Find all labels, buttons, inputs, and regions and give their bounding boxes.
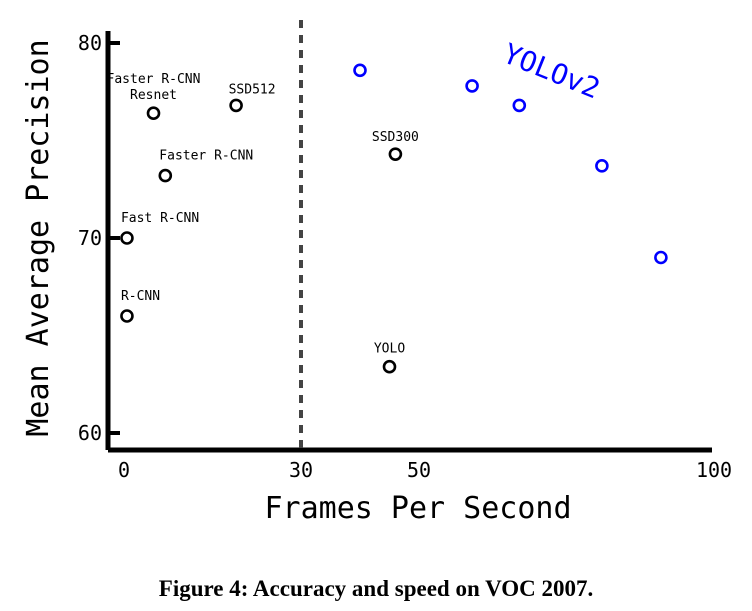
- point-label-line: SSD512: [229, 82, 276, 97]
- point-label: R-CNN: [121, 289, 160, 304]
- axes: 60 70 80 0 30 50 100: [78, 20, 732, 482]
- point-label-line: Resnet: [130, 88, 177, 103]
- data-point-other-6: [382, 359, 397, 374]
- x-tick-label: 50: [407, 458, 431, 482]
- data-point-other-1: [120, 231, 134, 245]
- y-tick-label: 60: [78, 421, 102, 445]
- point-label-line: R-CNN: [121, 289, 160, 304]
- data-point-yolov2-2: [512, 98, 527, 113]
- series-label-yolov2: YOLOv2: [498, 37, 604, 105]
- point-label: SSD300: [372, 130, 419, 145]
- scatter-chart: 60 70 80 0 30 50 100 R-CNN Fast R-CNN Faster R-C…: [21, 20, 732, 526]
- x-tick-label: 0: [118, 458, 130, 482]
- y-axis-title: Mean Average Precision: [21, 39, 56, 436]
- data-point-yolov2-0: [353, 63, 367, 78]
- figure-caption: Figure 4: Accuracy and speed on VOC 2007…: [0, 576, 752, 602]
- data-point-other-0: [120, 309, 134, 323]
- point-label-line: Faster R-CNN: [159, 149, 253, 164]
- data-point-other-3: [146, 106, 161, 120]
- point-label-line: Faster R-CNN: [107, 72, 201, 87]
- data-point-other-4: [229, 98, 243, 113]
- caption-label: Figure 4:: [158, 576, 249, 601]
- x-tick-label: 30: [289, 458, 313, 482]
- data-point-yolov2-4: [654, 250, 668, 265]
- caption-text: Accuracy and speed on VOC 2007.: [252, 576, 594, 601]
- point-label-line: SSD300: [372, 130, 419, 145]
- point-label: Fast R-CNN: [121, 211, 199, 226]
- point-label-line: YOLO: [374, 342, 405, 357]
- x-tick-label: 100: [696, 458, 732, 482]
- data-point-other-5: [388, 147, 403, 161]
- y-tick-label: 80: [78, 31, 102, 55]
- point-label: Faster R-CNN: [159, 149, 253, 164]
- data-point-yolov2-3: [595, 159, 609, 173]
- point-label-line: Fast R-CNN: [121, 211, 199, 226]
- x-axis-title: Frames Per Second: [264, 491, 571, 526]
- point-label: YOLO: [374, 342, 405, 357]
- data-point-other-2: [158, 168, 173, 183]
- y-tick-label: 70: [78, 226, 102, 250]
- data-point-yolov2-1: [465, 79, 479, 93]
- point-label: SSD512: [229, 82, 276, 97]
- point-label: Faster R-CNN Resnet: [107, 72, 201, 103]
